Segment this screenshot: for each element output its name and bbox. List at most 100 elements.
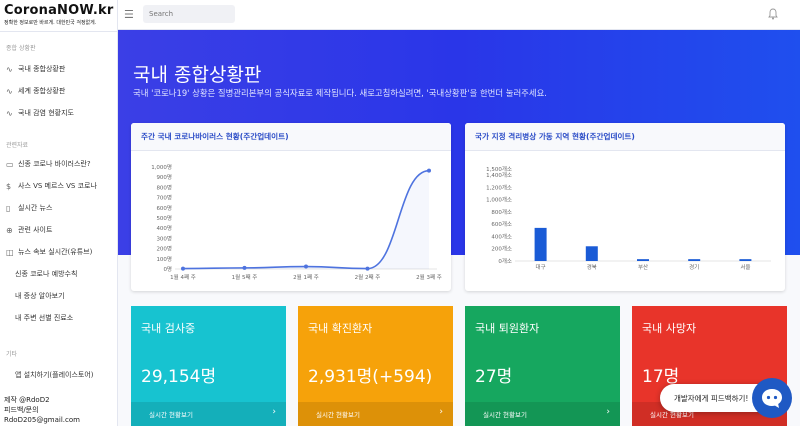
sidebar-item-youtube[interactable]: ◫ 뉴스 속보 실시간(유튜브) (0, 241, 118, 263)
stat-link-label: 실시간 현황보기 (149, 411, 193, 419)
x-tick-label: 서울 (740, 263, 750, 271)
page-description: 국내 '코로나19' 상황은 질병관리본부의 공식자료로 제작됩니다. 새로고침… (133, 88, 547, 98)
stat-label: 국내 검사중 (141, 322, 196, 335)
sidebar-item-label: 신종 코로나 바이러스란? (18, 160, 91, 168)
sidebar-item-install-app[interactable]: 앱 설치하기(플레이스토어) (0, 364, 118, 386)
sidebar-item-about-virus[interactable]: ▭ 신종 코로나 바이러스란? (0, 153, 118, 175)
chevron-right-icon: › (439, 407, 443, 417)
x-tick-label: 2월 3째 주 (416, 273, 442, 281)
stat-label: 국내 퇴원환자 (475, 322, 540, 335)
search-input[interactable] (143, 5, 235, 23)
stat-link[interactable]: 실시간 현황보기 › (131, 402, 286, 426)
feedback-label: 개발자에게 피드백하기! (674, 394, 749, 403)
chat-button[interactable] (752, 378, 792, 418)
y-tick-label: 1,000개소 (486, 196, 512, 204)
y-tick-label: 1,400개소 (486, 171, 512, 179)
y-tick-label: 1,500개소 (486, 165, 512, 173)
beds-card-title: 국가 지정 격리병상 가동 지역 현황(주간업데이트) (465, 123, 785, 151)
dollar-icon: $ (6, 181, 12, 191)
y-tick-label: 300명 (156, 235, 172, 242)
weekly-status-card: 주간 국내 코로나바이러스 현황(주간업데이트) 0명 100명 200명 300명 4… (131, 123, 451, 291)
bar[interactable] (637, 259, 649, 261)
y-tick-label: 0개소 (498, 257, 512, 265)
sidebar-item-prevention[interactable]: 신종 코로나 예방수칙 (0, 263, 118, 285)
x-tick-label: 1월 5째 주 (232, 273, 258, 281)
menu-icon[interactable]: ☰ (124, 8, 134, 21)
brand-title[interactable]: CoronaNOW.kr (4, 3, 114, 18)
y-tick-label: 200명 (156, 246, 172, 253)
beds-status-card: 국가 지정 격리병상 가동 지역 현황(주간업데이트) 0개소 200개소 400개… (465, 123, 785, 291)
pulse-icon: ∿ (6, 64, 13, 74)
bar[interactable] (534, 227, 547, 261)
x-tick-label: 2월 1째 주 (293, 273, 319, 281)
data-point[interactable] (242, 265, 247, 270)
sidebar-item-news[interactable]: ▯ 실시간 뉴스 (0, 197, 118, 219)
data-point[interactable] (365, 266, 370, 271)
stat-label: 국내 확진환자 (308, 322, 373, 335)
sidebar-item-label: 국내 감염 현황지도 (18, 109, 74, 117)
sidebar: CoronaNOW.kr 정확한 정보로만 바르게. 대한민국 걱정없게. 종합… (0, 0, 118, 426)
weekly-card-title: 주간 국내 코로나바이러스 현황(주간업데이트) (131, 123, 451, 151)
topbar: ☰ (118, 0, 800, 30)
x-tick-label: 1월 4째 주 (170, 273, 196, 281)
data-point[interactable] (427, 168, 431, 173)
y-tick-label: 800명 (156, 184, 172, 191)
sidebar-section-etc: 기타 (6, 351, 18, 358)
stat-link-label: 실시간 현황보기 (316, 411, 360, 419)
stat-link-label: 실시간 현황보기 (650, 411, 694, 419)
series-area (183, 170, 429, 269)
y-tick-label: 600명 (156, 205, 172, 212)
bar[interactable] (688, 259, 701, 261)
stat-card-testing[interactable]: 국내 검사중 29,154명 실시간 현황보기 › (131, 306, 286, 426)
data-point[interactable] (304, 264, 308, 269)
y-tick-label: 800개소 (491, 208, 512, 216)
sidebar-item-label: 관련 사이트 (18, 226, 53, 234)
sidebar-item-sites[interactable]: ⊕ 관련 사이트 (0, 219, 118, 241)
sidebar-item-clinics[interactable]: 내 주변 선별 진료소 (0, 307, 118, 329)
sidebar-section-overview: 종합 상황판 (6, 45, 36, 52)
sidebar-item-compare[interactable]: $ 사스 VS 메르스 VS 코로나 (0, 175, 118, 197)
y-tick-label: 400명 (156, 225, 172, 232)
sidebar-item-label: 국내 종합상황판 (18, 65, 66, 73)
brand[interactable]: CoronaNOW.kr 정확한 정보로만 바르게. 대한민국 걱정없게. (0, 0, 117, 32)
bell-icon[interactable] (768, 8, 778, 20)
y-tick-label: 700명 (156, 195, 172, 202)
data-point[interactable] (181, 266, 185, 271)
page-title: 국내 종합상황판 (133, 64, 262, 86)
x-tick-label: 대구 (536, 263, 546, 271)
folder-icon: ▭ (6, 159, 14, 169)
stat-card-discharged[interactable]: 국내 퇴원환자 27명 실시간 현황보기 › (465, 306, 620, 426)
y-tick-label: 600개소 (491, 220, 512, 228)
y-tick-label: 1,000명 (151, 164, 172, 171)
footer-email[interactable]: RdoD205@gmail.com (4, 416, 80, 424)
x-tick-label: 경기 (689, 263, 699, 271)
chevron-right-icon: › (606, 407, 610, 417)
sidebar-item-domestic[interactable]: ∿ 국내 종합상황판 (0, 58, 118, 80)
sidebar-item-label: 앱 설치하기(플레이스토어) (15, 371, 94, 379)
pulse-icon: ∿ (6, 108, 13, 118)
stat-card-confirmed[interactable]: 국내 확진환자 2,931명(+594) 실시간 현황보기 › (298, 306, 453, 426)
y-tick-label: 200개소 (491, 245, 512, 253)
sidebar-item-world[interactable]: ∿ 세계 종합상황판 (0, 80, 118, 102)
document-icon: ▯ (6, 203, 11, 213)
stat-value: 29,154명 (141, 367, 217, 387)
sidebar-item-symptoms[interactable]: 내 증상 알아보기 (0, 285, 118, 307)
stat-label: 국내 사망자 (642, 322, 697, 335)
y-tick-label: 100명 (156, 256, 172, 263)
sidebar-item-label: 사스 VS 메르스 VS 코로나 (18, 182, 97, 190)
stat-link[interactable]: 실시간 현황보기 › (298, 402, 453, 426)
x-tick-label: 2월 2째 주 (355, 273, 381, 281)
bar[interactable] (585, 246, 598, 261)
sidebar-footer: 제작 @RdoD2 피드백/문의 RdoD205@gmail.com (4, 395, 80, 425)
stat-value: 17명 (642, 367, 680, 387)
sidebar-item-label: 내 증상 알아보기 (15, 292, 65, 300)
chevron-right-icon: › (272, 407, 276, 417)
sidebar-item-map[interactable]: ∿ 국내 감염 현황지도 (0, 102, 118, 124)
stat-link[interactable]: 실시간 현황보기 › (465, 402, 620, 426)
bar[interactable] (739, 259, 752, 261)
stat-value: 27명 (475, 367, 513, 387)
clip-icon: ◫ (6, 247, 14, 257)
x-tick-label: 경북 (587, 264, 597, 271)
x-tick-label: 부산 (638, 263, 648, 271)
y-tick-label: 900명 (156, 174, 172, 181)
